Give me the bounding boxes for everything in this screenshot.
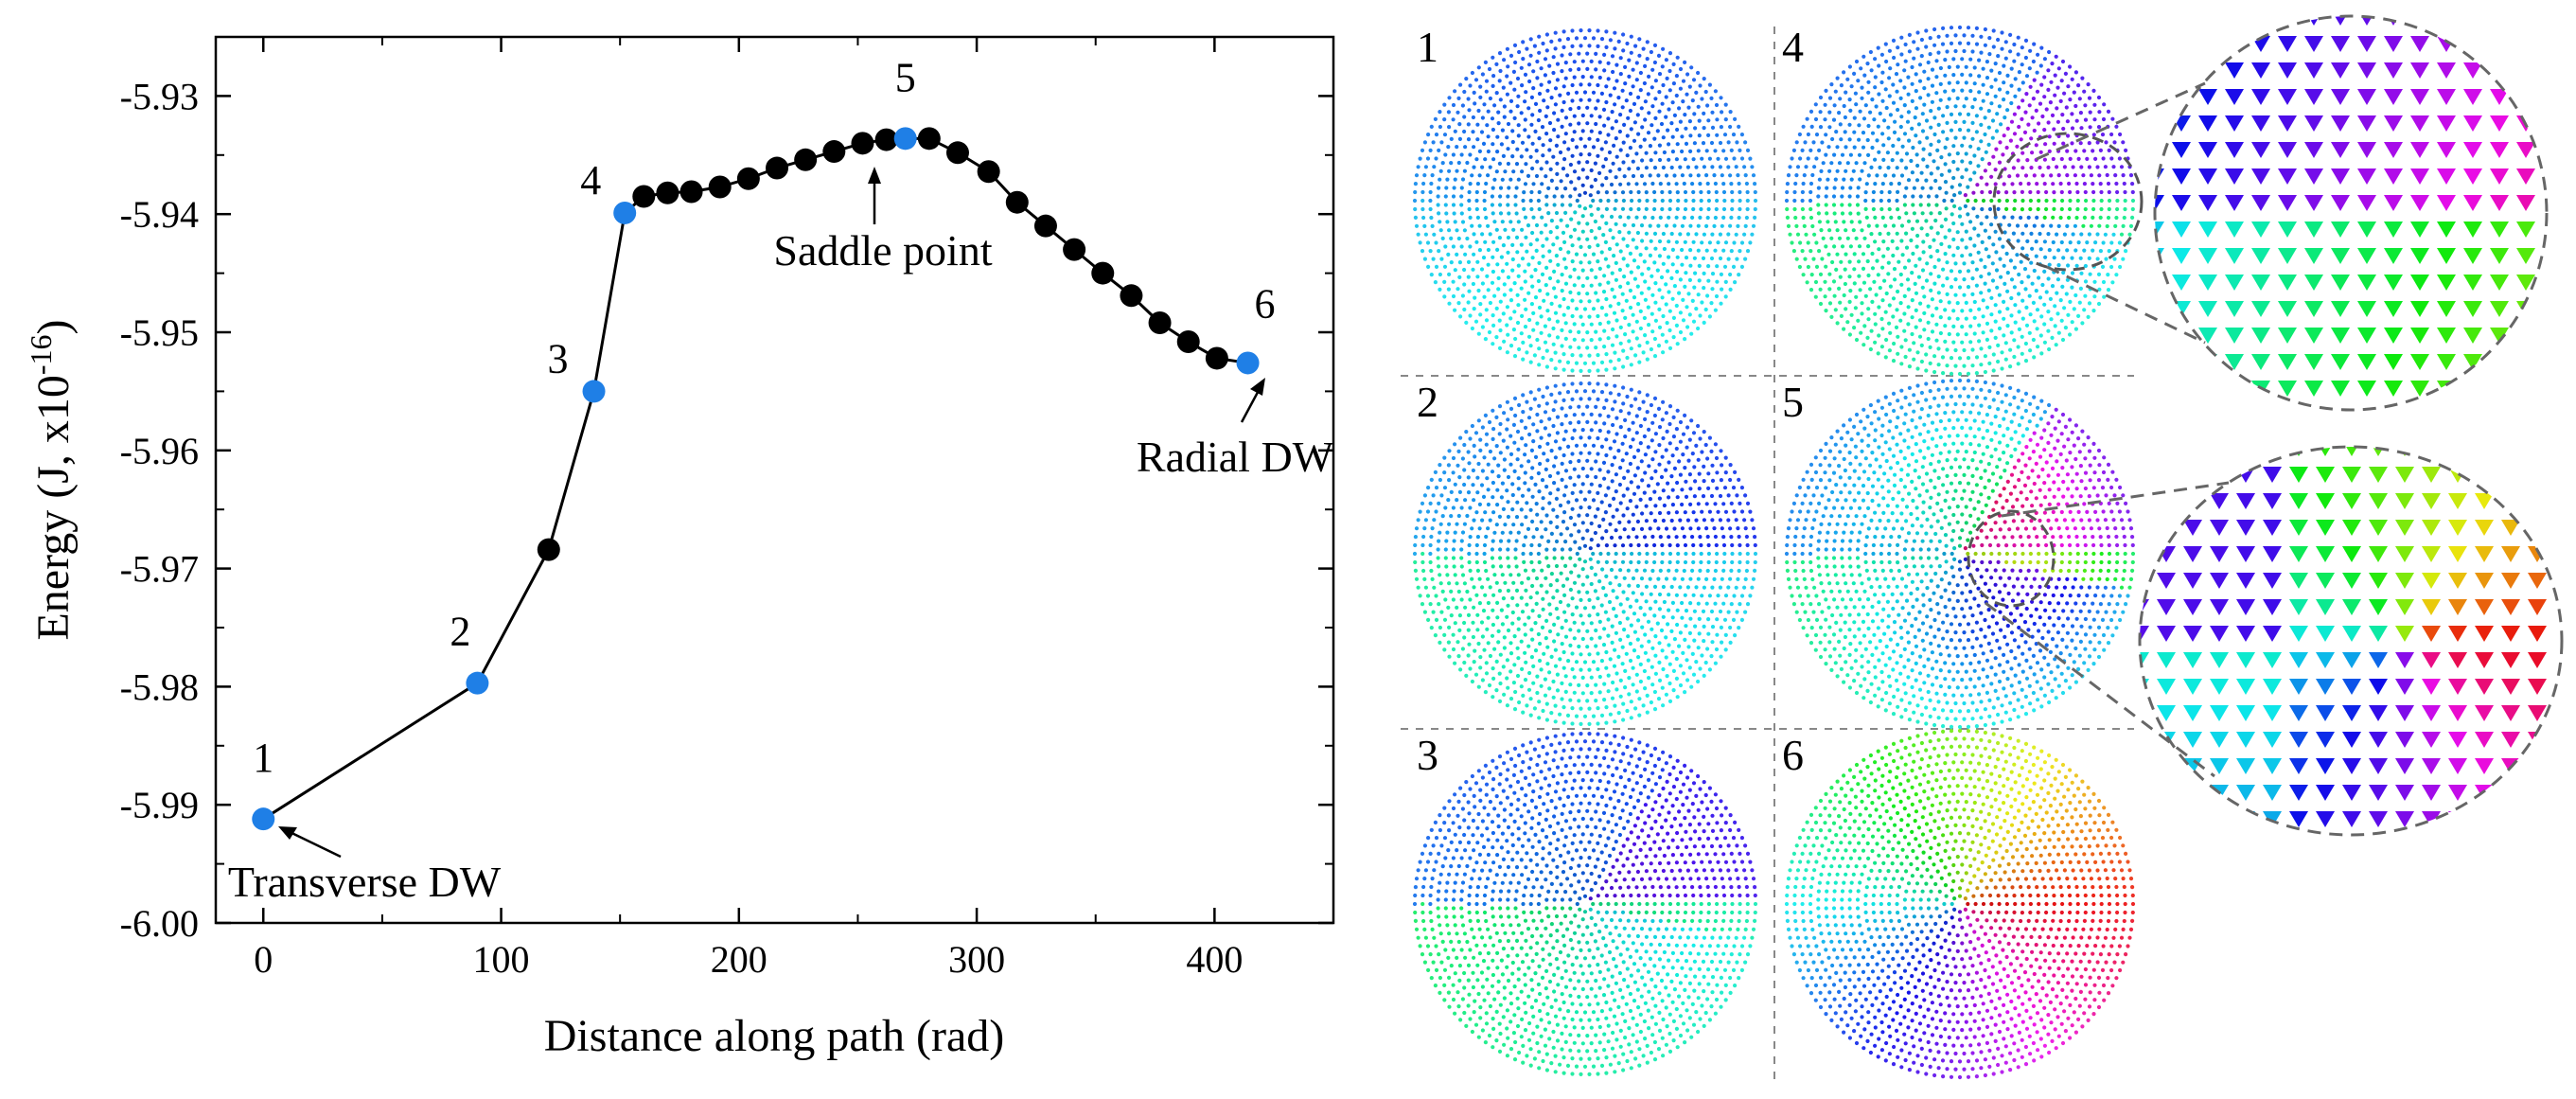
y-axis-label: Energy (J, x10-16) (24, 319, 79, 640)
highlight-point (613, 201, 637, 224)
data-point (1033, 214, 1057, 238)
panel-label-3: 3 (1417, 731, 1438, 779)
panel-label-2: 2 (1417, 378, 1438, 426)
y-tick-label: -5.97 (120, 548, 199, 591)
spin-disk-panel-2 (1412, 381, 1758, 727)
spin-configuration-panels: 1 4 2 5 3 6 (1401, 14, 2564, 1084)
zoom-region-marker-top (1992, 132, 2144, 272)
data-point (874, 128, 898, 151)
highlight-labels: 1 2 3 4 5 6 (253, 54, 1275, 781)
zoom-arrows (2140, 447, 2562, 835)
data-point (1005, 190, 1029, 214)
highlight-point (1236, 351, 1260, 375)
x-tick-label: 100 (473, 938, 530, 981)
data-point (945, 141, 969, 165)
x-axis-label: Distance along path (rad) (544, 1011, 1004, 1061)
point-label-5: 5 (895, 54, 916, 100)
energy-path-line (262, 136, 1248, 821)
y-axis-ticks (216, 95, 1333, 925)
spin-disk-panel-4 (1784, 25, 2136, 377)
highlight-point (893, 127, 917, 151)
data-point (766, 156, 789, 180)
x-tick-label: 300 (948, 938, 1005, 981)
annotation-transverse-dw: Transverse DW (228, 858, 502, 906)
zoom-connector-top-2 (2046, 265, 2206, 345)
spin-disk-panel-1 (1412, 27, 1758, 373)
data-point (822, 140, 846, 164)
zoom-inset-border (2138, 445, 2564, 837)
spin-disks (1412, 25, 2136, 1080)
zoom-connector-bot-1 (2001, 481, 2230, 518)
zoom-inset-top (2153, 14, 2549, 412)
point-label-6: 6 (1255, 280, 1276, 327)
panel-label-4: 4 (1782, 23, 1804, 71)
annotation-arrowhead-radial (1250, 378, 1265, 396)
x-tick-label: 200 (711, 938, 768, 981)
data-points (252, 127, 1260, 831)
data-point (1176, 329, 1200, 353)
zoom-connector-bot-2 (1985, 601, 2215, 778)
spin-disk-panel-3 (1412, 732, 1758, 1076)
point-label-4: 4 (580, 157, 601, 204)
data-point (632, 185, 656, 208)
highlight-point (466, 671, 489, 695)
y-tick-label: -6.00 (120, 902, 199, 945)
data-point (708, 175, 732, 199)
x-tick-label: 400 (1186, 938, 1243, 981)
y-tick-label: -5.94 (120, 193, 199, 236)
highlight-point (582, 380, 606, 403)
point-label-1: 1 (253, 735, 273, 781)
y-tick-label: -5.99 (120, 784, 199, 826)
data-point (1063, 238, 1086, 261)
data-point (917, 127, 941, 151)
zoom-region-marker-bottom (1967, 509, 2056, 608)
annotation-arrowhead-saddle (868, 167, 881, 184)
y-tick-label: -5.98 (120, 665, 199, 708)
data-point (1120, 284, 1143, 308)
point-label-2: 2 (450, 609, 470, 655)
annotation-saddle-point: Saddle point (773, 226, 992, 275)
zoom-connector-top-1 (2036, 81, 2206, 161)
spin-disk-panel-6 (1784, 728, 2136, 1080)
point-label-3: 3 (548, 335, 569, 381)
spin-disk-panel-5 (1784, 378, 2136, 730)
data-point (656, 181, 679, 204)
y-axis-tick-labels: -6.00 -5.99 -5.98 -5.97 -5.96 -5.95 -5.94 -5.93 (120, 75, 199, 945)
annotations: Transverse DW Saddle point Radial DW (228, 167, 1334, 906)
highlight-point (252, 807, 275, 831)
x-axis-ticks (262, 37, 1216, 923)
energy-chart: 0 100 200 300 400 -6.00-5.99-5.98-5.97-5.96-… (24, 35, 1335, 1061)
data-point (679, 180, 703, 204)
y-axis-label-close: ) (28, 319, 79, 334)
data-point (1205, 346, 1228, 370)
panel-label-5: 5 (1782, 378, 1804, 426)
panel-label-1: 1 (1417, 23, 1438, 71)
panel-label-6: 6 (1782, 731, 1804, 779)
data-point (977, 160, 1000, 184)
zoom-inset-bottom (2138, 445, 2564, 837)
zoom-inset-border (2153, 14, 2549, 412)
data-point (537, 538, 560, 561)
y-axis-label-exponent: -16 (24, 334, 58, 375)
x-tick-label: 0 (254, 938, 273, 981)
data-point (794, 148, 818, 171)
zoom-arrows (2155, 16, 2547, 410)
data-point (736, 167, 760, 190)
annotation-arrowhead-transverse (278, 826, 297, 840)
y-axis-label-main: Energy (J, x10 (28, 375, 79, 640)
y-tick-label: -5.96 (120, 430, 199, 472)
y-tick-label: -5.95 (120, 311, 199, 354)
x-axis-tick-labels: 0 100 200 300 400 (254, 938, 1243, 981)
data-point (1148, 311, 1172, 335)
data-point (851, 132, 874, 155)
y-tick-label: -5.93 (120, 75, 199, 117)
annotation-radial-dw: Radial DW (1137, 433, 1334, 481)
data-point (1091, 261, 1115, 285)
plot-frame (214, 35, 1335, 925)
